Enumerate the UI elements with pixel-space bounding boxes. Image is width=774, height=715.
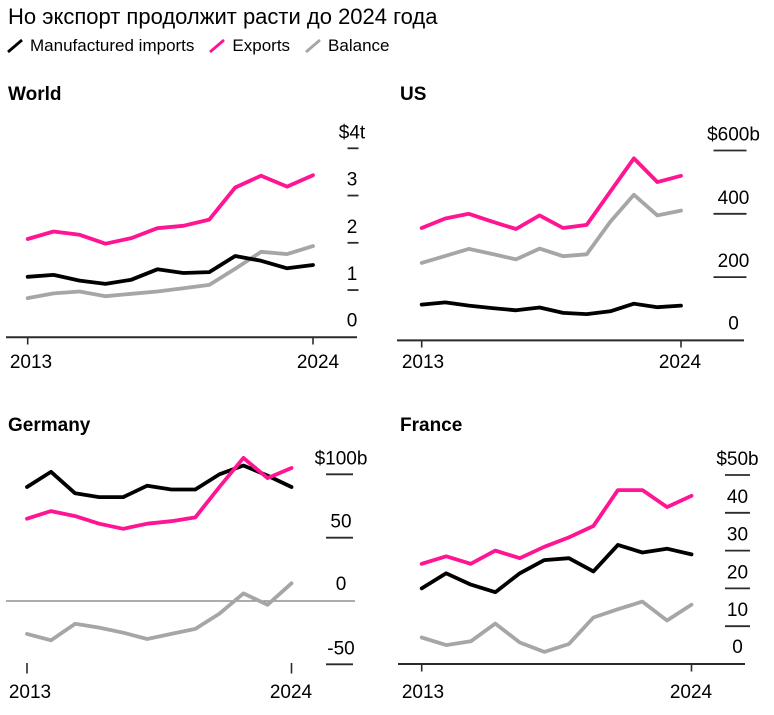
- world-y-tick-label: 1: [347, 264, 358, 285]
- germany-chart: 2013 2024 $100b 50 0 -50: [6, 448, 368, 703]
- panel-france: France 2013 2024 $50b 40 30 20 10 0: [390, 408, 774, 715]
- imports-line-swatch-icon: [7, 38, 23, 54]
- germany-exports-line: [25, 456, 294, 531]
- germany-imports-line: [25, 463, 294, 499]
- exports-line-swatch-icon: [209, 38, 226, 54]
- page-title: Но экспорт продолжит расти до 2024 года: [8, 4, 438, 29]
- germany-x-tick-label: 2024: [270, 682, 313, 703]
- us-y-tick-label: 200: [718, 251, 750, 272]
- world-y-tick-label: 2: [347, 217, 358, 238]
- germany-balance-line: [25, 581, 294, 643]
- germany-y-tick-label: 50: [330, 512, 351, 533]
- us-imports-line: [419, 300, 683, 317]
- balance-line-swatch-icon: [305, 38, 321, 54]
- france-y-tick-label: $50b: [716, 449, 758, 470]
- legend-label-balance: Balance: [328, 36, 390, 55]
- us-y-tick-label: $600b: [707, 125, 760, 146]
- germany-y-tick-label: 0: [336, 574, 347, 595]
- panel-title-world: World: [8, 84, 62, 105]
- world-x-tick-label: 2024: [297, 352, 340, 370]
- france-balance-line: [419, 599, 694, 654]
- legend-item-exports: Exports: [207, 36, 290, 56]
- france-x-tick-label: 2024: [670, 682, 713, 703]
- world-exports-line: [25, 173, 315, 246]
- germany-y-tick-label: $100b: [315, 448, 368, 469]
- world-imports-line: [25, 254, 315, 286]
- us-x-tick-label: 2024: [659, 352, 702, 370]
- france-y-tick-label: 0: [732, 637, 743, 658]
- panel-germany: Germany 2013 2024 $100b 50 0 -50: [0, 408, 390, 715]
- panel-title-germany: Germany: [8, 415, 91, 436]
- legend-label-exports: Exports: [232, 36, 291, 55]
- france-y-tick-label: 40: [727, 487, 748, 508]
- panel-title-us: US: [400, 84, 427, 105]
- us-balance-line: [419, 192, 683, 265]
- us-x-tick-label: 2013: [402, 352, 444, 370]
- germany-x-tick-label: 2013: [9, 682, 51, 703]
- legend-item-imports: Manufactured imports: [5, 36, 194, 56]
- panel-us: US 2013 2024 $600b 400 200 0: [390, 78, 774, 370]
- world-balance-line: [25, 244, 315, 301]
- us-y-tick-label: 400: [718, 188, 750, 209]
- world-y-tick-label: $4t: [339, 122, 366, 143]
- germany-y-tick-label: -50: [327, 638, 354, 659]
- panel-title-france: France: [400, 415, 463, 436]
- france-y-tick-label: 10: [727, 600, 748, 621]
- legend-label-imports: Manufactured imports: [30, 36, 195, 55]
- france-y-tick-label: 30: [727, 525, 748, 546]
- us-y-tick-label: 0: [728, 313, 739, 334]
- world-x-tick-label: 2013: [10, 352, 52, 370]
- world-y-tick-label: 3: [347, 170, 358, 191]
- france-x-tick-label: 2013: [402, 682, 444, 703]
- legend-item-balance: Balance: [303, 36, 389, 56]
- us-chart: 2013 2024 $600b 400 200 0: [397, 125, 760, 370]
- panel-world: World 2013 2024 $4t 3 2 1 0: [0, 78, 390, 370]
- france-chart: 2013 2024 $50b 40 30 20 10 0: [398, 449, 759, 703]
- france-exports-line: [419, 488, 694, 566]
- world-chart: 2013 2024 $4t 3 2 1 0: [6, 122, 366, 370]
- france-imports-line: [419, 542, 694, 595]
- france-y-tick-label: 20: [727, 562, 748, 583]
- world-y-tick-label: 0: [347, 310, 358, 331]
- us-exports-line: [419, 156, 683, 231]
- legend: Manufactured imports Exports Balance: [5, 36, 389, 56]
